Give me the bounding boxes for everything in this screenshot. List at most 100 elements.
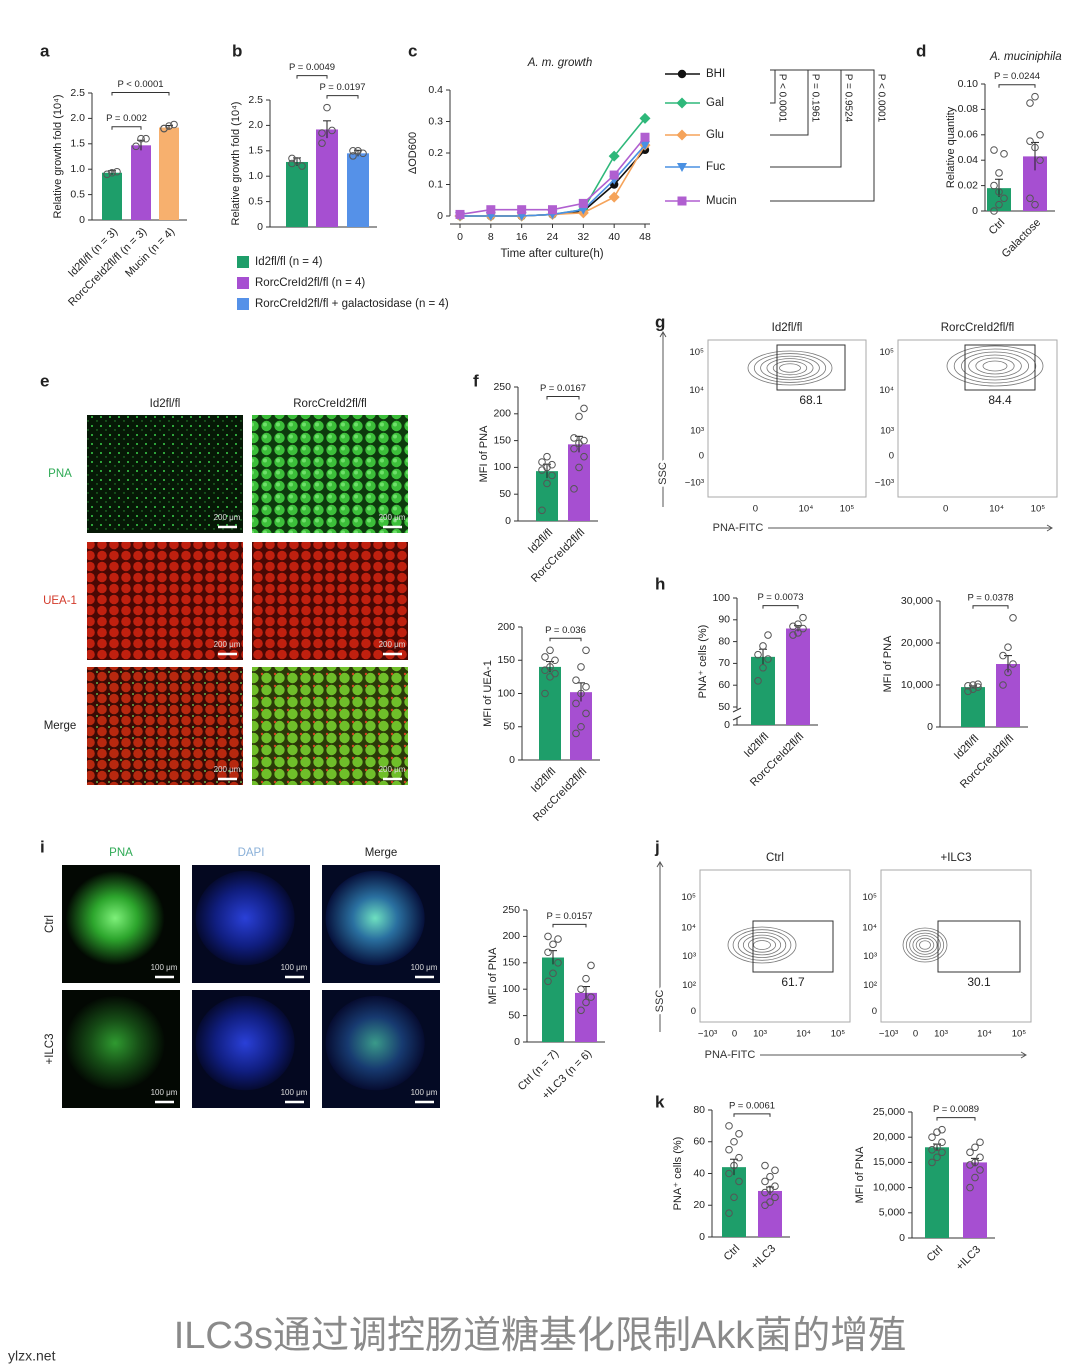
data-point	[549, 969, 557, 978]
y-tick-label: 150	[497, 654, 515, 666]
y-tick-label: 150	[493, 434, 511, 446]
data-point	[587, 993, 595, 1001]
data-point	[971, 1143, 979, 1152]
y-tick-label: 1.0	[248, 170, 263, 182]
significance-bracket	[733, 1113, 771, 1117]
p-value: P = 0.0244	[994, 71, 1040, 82]
data-point	[1009, 614, 1017, 622]
y-tick-label: 2.0	[248, 119, 263, 131]
x-tick-label: Ctrl	[722, 1243, 743, 1264]
micrograph-signal	[325, 870, 425, 966]
contour	[732, 929, 792, 961]
scale-label: 100 μm	[411, 963, 438, 972]
bar	[963, 1162, 987, 1238]
data-point	[995, 188, 1003, 196]
y-tick-label: 50	[508, 1009, 520, 1021]
x-tick-label: 40	[608, 231, 620, 243]
x-tick-label: −10³	[879, 1029, 898, 1040]
legend-marker	[677, 163, 687, 172]
contour	[747, 350, 833, 386]
y-axis-label: MFI of PNA	[478, 425, 490, 483]
y-tick-label: 10²	[863, 980, 877, 991]
y-tick-label: 0.02	[958, 179, 979, 191]
data-point	[771, 1193, 779, 1202]
scale-label: 100 μm	[281, 1088, 308, 1097]
contour	[760, 355, 820, 381]
data-point	[990, 181, 998, 190]
y-tick-label: 250	[493, 381, 511, 393]
axis-arrow	[659, 331, 667, 507]
y-axis-label: PNA⁺ cells (%)	[697, 625, 709, 699]
data-point	[725, 1169, 733, 1178]
data-point	[990, 146, 998, 154]
y-tick-label: 0	[872, 1006, 877, 1017]
data-point	[928, 1158, 936, 1167]
y-axis-label: ΔOD600	[407, 132, 419, 174]
y-tick-label: 20,000	[873, 1131, 905, 1143]
row-label: Merge	[44, 720, 77, 732]
contour	[975, 357, 1015, 375]
y-tick-label: 0	[699, 1231, 705, 1243]
legend-marker	[676, 97, 688, 109]
plot-frame	[707, 339, 867, 498]
x-tick-label: 24	[547, 231, 559, 243]
x-tick-label: 8	[488, 231, 494, 243]
contour	[742, 934, 782, 956]
bar	[102, 172, 122, 220]
data-point	[725, 1122, 733, 1130]
gate-percentage: 68.1	[799, 393, 823, 407]
data-point	[928, 1133, 936, 1141]
bar	[159, 127, 179, 220]
axis-break	[732, 707, 742, 721]
data-point	[551, 656, 559, 665]
data-point	[1000, 150, 1008, 158]
series-line	[460, 117, 646, 217]
data-point	[577, 985, 585, 994]
bar	[347, 153, 369, 227]
panel-label: a	[40, 41, 50, 60]
column-title: Merge	[365, 847, 398, 859]
scale-label: 100 μm	[411, 1088, 438, 1097]
marker	[517, 205, 527, 215]
micrograph	[87, 415, 243, 533]
y-tick-label: 70	[718, 657, 730, 669]
micrograph-signal	[65, 870, 165, 966]
contour	[961, 351, 1030, 381]
data-point	[754, 650, 762, 659]
micrograph	[87, 667, 243, 785]
x-tick-label: 0	[457, 231, 463, 243]
significance-bracket	[770, 69, 809, 136]
caption: ILC3s通过调控肠道糖基化限制Akk菌的增殖	[174, 1315, 907, 1357]
significance-bracket	[326, 95, 359, 99]
panel-label: k	[655, 1092, 665, 1111]
y-tick-label: 0	[972, 205, 978, 217]
y-tick-label: 10³	[880, 426, 894, 437]
p-value: P = 0.0049	[289, 62, 335, 73]
bar	[751, 656, 775, 725]
marker	[578, 205, 589, 215]
data-point	[754, 677, 762, 685]
x-tick-label: Id2fl/fl (n = 3)	[66, 226, 120, 280]
data-point	[933, 1143, 941, 1152]
p-value: P = 0.0061	[729, 1100, 775, 1111]
contour	[946, 345, 1044, 387]
micrograph-signal	[195, 995, 295, 1091]
data-point	[582, 646, 590, 655]
micrograph	[252, 415, 408, 533]
data-point	[794, 620, 802, 628]
significance-bracket	[111, 91, 170, 96]
panel-label: d	[916, 41, 926, 60]
plot-title: RorcCreId2fl/fl	[941, 322, 1015, 334]
data-point	[554, 935, 562, 943]
gate-percentage: 30.1	[967, 975, 991, 989]
data-point	[725, 1209, 733, 1217]
scale-label: 200 μm	[379, 513, 406, 522]
marker	[639, 112, 651, 124]
data-point	[938, 1125, 946, 1134]
legend-label: BHI	[706, 68, 725, 80]
y-tick-label: 60	[718, 679, 730, 691]
y-tick-label: 0	[724, 719, 730, 731]
data-point	[349, 147, 357, 155]
panel-label: g	[655, 312, 665, 331]
data-point	[995, 169, 1003, 177]
